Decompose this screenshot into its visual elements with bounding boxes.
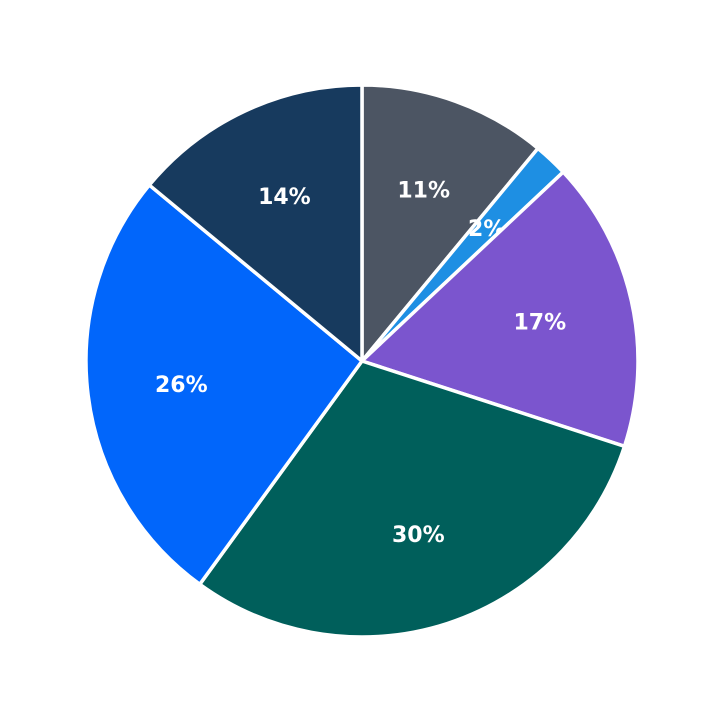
pie-slice-label-2: 17%	[513, 310, 566, 335]
pie-slice-3	[198, 359, 627, 639]
pie-slice-label-4: 26%	[155, 373, 208, 398]
pie-slice-label-0: 11%	[397, 179, 450, 204]
pie-slice-label-5: 14%	[258, 185, 311, 210]
pie-slice-label-3: 30%	[392, 523, 445, 548]
pie-slice-5	[147, 83, 364, 363]
pie-slice-0	[360, 83, 540, 363]
pie-slice-4	[84, 183, 364, 587]
pie-slice-2	[360, 170, 640, 449]
